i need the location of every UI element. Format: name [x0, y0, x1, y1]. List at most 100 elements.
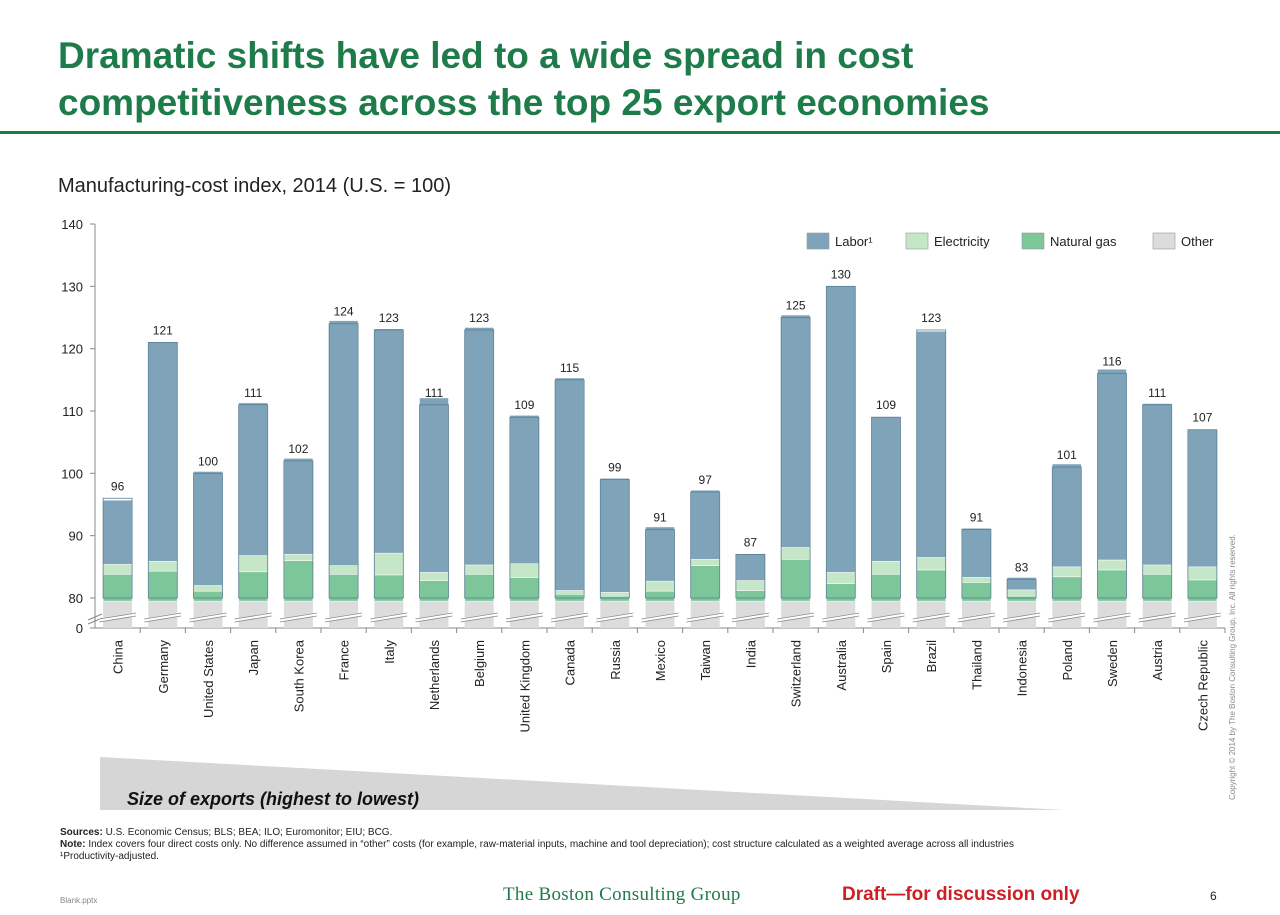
bar-segment-natural-gas	[148, 570, 178, 602]
bar-break-mark	[686, 612, 724, 620]
category-label: Russia	[608, 639, 623, 680]
bar-break-gap	[957, 612, 996, 622]
bar-total-label: 91	[653, 510, 667, 524]
bar-break-mark	[1093, 612, 1131, 620]
bar-outline	[554, 379, 585, 599]
bar-outline	[193, 472, 223, 599]
bar-break-mark	[1093, 615, 1131, 623]
bar-segment-electricity	[419, 572, 449, 581]
bar-segment-labor	[826, 285, 856, 573]
bar-segment-electricity	[600, 592, 630, 597]
bar-segment-electricity	[102, 564, 133, 575]
bar-break-mark	[189, 612, 227, 620]
title-rule	[0, 131, 1280, 134]
bar-outline	[690, 491, 721, 599]
y-tick-label: 90	[69, 529, 83, 544]
bar-segment-natural-gas	[735, 590, 766, 602]
bar-break-gap	[98, 612, 137, 622]
bar-break-mark	[460, 615, 498, 623]
bar-segment-labor	[916, 330, 946, 558]
legend-swatch	[806, 232, 830, 250]
bar-break-mark	[144, 615, 182, 623]
bar-break-mark	[822, 615, 860, 623]
legend-swatch	[1152, 232, 1176, 250]
bar-total-label: 87	[744, 535, 758, 549]
bar-total-label: 109	[514, 398, 534, 412]
y-tick-label: 100	[61, 466, 83, 481]
bar-break-gap	[1183, 612, 1222, 622]
bar-break-mark	[731, 612, 769, 620]
bar-total-label: 123	[469, 311, 489, 325]
bar-break-mark	[279, 615, 317, 623]
bar-segment-electricity	[961, 577, 992, 583]
bar-segment-electricity	[193, 585, 223, 592]
bar-segment-natural-gas	[600, 595, 630, 602]
bar-segment-labor	[193, 471, 223, 586]
bar-total-label: 111	[425, 386, 444, 400]
bar-break-gap	[731, 612, 770, 622]
bar-segment-natural-gas	[780, 559, 811, 602]
bar-segment-natural-gas	[1052, 576, 1082, 602]
bar-total-label: 99	[608, 461, 622, 475]
bar-break-gap	[596, 612, 634, 622]
bar-total-label: 83	[1015, 560, 1029, 574]
bar-total-label: 125	[786, 299, 806, 313]
draft-label: Draft—for discussion only	[842, 884, 1080, 905]
category-label: Japan	[246, 640, 261, 675]
bar-segment-electricity	[238, 555, 268, 573]
y-tick-label: 140	[61, 217, 83, 232]
bar-segment-labor	[419, 397, 449, 573]
bar-break-gap	[641, 612, 679, 622]
bar-break-mark	[144, 612, 182, 620]
bar-total-label: 100	[198, 454, 218, 468]
bar-outline	[735, 553, 766, 599]
bar-segment-labor	[600, 478, 630, 593]
bar-break-mark	[731, 615, 769, 623]
bar-segment-labor	[690, 489, 720, 560]
category-label: Poland	[1060, 640, 1075, 680]
bar-segment-natural-gas	[690, 565, 720, 602]
y-tick-label: 0	[76, 621, 83, 636]
bar-total-label: 111	[244, 386, 263, 400]
bar-break-mark	[505, 612, 543, 620]
bar-break-mark	[912, 615, 950, 623]
bar-break-mark	[822, 612, 860, 620]
bar-segment-labor	[283, 458, 314, 555]
bar-total-label: 111	[1148, 386, 1167, 400]
bar-outline	[509, 416, 540, 599]
bar-segment-natural-gas	[193, 590, 223, 602]
bar-outline	[238, 404, 269, 599]
category-label: Belgium	[472, 640, 487, 687]
category-label: Indonesia	[1015, 639, 1030, 696]
bar-outline	[283, 460, 314, 599]
bar-break-mark	[551, 612, 589, 620]
bar-segment-electricity	[871, 560, 901, 575]
bar-break-gap	[1138, 612, 1176, 622]
notes: Sources: U.S. Economic Census; BLS; BEA;…	[60, 827, 1200, 863]
bar-segment-electricity	[1097, 559, 1127, 571]
bar-total-label: 124	[334, 305, 354, 319]
bar-break-gap	[415, 612, 453, 622]
bar-total-label: 123	[379, 311, 399, 325]
bar-break-gap	[867, 612, 905, 622]
bar-segment-electricity	[735, 580, 766, 591]
bar-segment-labor	[148, 341, 178, 562]
bar-break-gap	[686, 612, 724, 622]
legend-label: Electricity	[934, 234, 990, 249]
bar-segment-electricity	[690, 559, 720, 566]
bar-break-gap	[234, 612, 272, 622]
bar-segment-labor	[509, 415, 540, 564]
bar-outline	[1187, 429, 1218, 599]
bar-total-label: 116	[1102, 355, 1121, 369]
bar-break-mark	[867, 612, 905, 620]
bar-outline	[147, 342, 178, 599]
bar-break-mark	[460, 612, 498, 620]
bar-segment-electricity	[826, 572, 856, 584]
bar-segment-electricity	[1052, 566, 1082, 578]
bar-outline	[961, 529, 992, 599]
bar-total-label: 102	[288, 442, 308, 456]
bar-break-mark	[325, 615, 363, 623]
footnote: ¹Productivity-adjusted.	[60, 851, 159, 862]
bar-total-label: 96	[111, 479, 125, 493]
bar-segment-electricity	[1142, 564, 1172, 575]
